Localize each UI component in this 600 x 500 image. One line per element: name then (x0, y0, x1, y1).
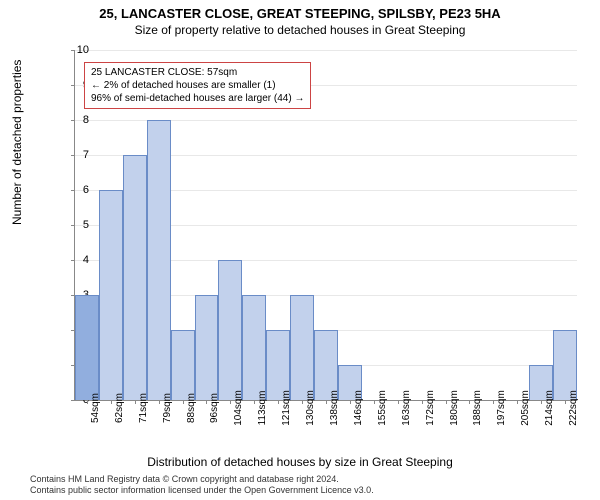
xtick-mark (493, 400, 494, 404)
xtick-mark (111, 400, 112, 404)
xtick-mark (469, 400, 470, 404)
gridline (75, 50, 577, 51)
xtick-mark (206, 400, 207, 404)
xtick-mark (87, 400, 88, 404)
chart-container: 25, LANCASTER CLOSE, GREAT STEEPING, SPI… (0, 0, 600, 500)
annotation-line-3: 96% of semi-detached houses are larger (… (91, 92, 304, 105)
xtick-mark (374, 400, 375, 404)
xtick-mark (541, 400, 542, 404)
bar (75, 295, 99, 400)
x-axis-label: Distribution of detached houses by size … (0, 455, 600, 469)
bar (290, 295, 314, 400)
xtick-mark (422, 400, 423, 404)
xtick-mark (135, 400, 136, 404)
bar (242, 295, 266, 400)
bar (123, 155, 147, 400)
xtick-label: 197sqm (496, 390, 507, 426)
bar (99, 190, 123, 400)
chart-title-main: 25, LANCASTER CLOSE, GREAT STEEPING, SPI… (0, 0, 600, 21)
footer-line-2: Contains public sector information licen… (30, 485, 374, 496)
xtick-mark (254, 400, 255, 404)
xtick-label: 172sqm (425, 390, 436, 426)
ytick-label: 4 (69, 254, 89, 266)
xtick-mark (278, 400, 279, 404)
annotation-line-1: 25 LANCASTER CLOSE: 57sqm (91, 66, 304, 79)
y-axis-label: Number of detached properties (10, 60, 24, 225)
xtick-mark (326, 400, 327, 404)
chart-title-sub: Size of property relative to detached ho… (0, 21, 600, 37)
bar (171, 330, 195, 400)
xtick-label: 146sqm (353, 390, 364, 426)
ytick-label: 10 (69, 44, 89, 56)
ytick-label: 7 (69, 149, 89, 161)
xtick-label: 155sqm (377, 390, 388, 426)
footer-line-1: Contains HM Land Registry data © Crown c… (30, 474, 374, 485)
xtick-label: 188sqm (472, 390, 483, 426)
footer-attribution: Contains HM Land Registry data © Crown c… (30, 474, 374, 496)
ytick-label: 6 (69, 184, 89, 196)
bar (147, 120, 171, 400)
xtick-label: 180sqm (449, 390, 460, 426)
xtick-label: 163sqm (401, 390, 412, 426)
ytick-label: 5 (69, 219, 89, 231)
xtick-mark (517, 400, 518, 404)
xtick-label: 222sqm (568, 390, 579, 426)
xtick-mark (565, 400, 566, 404)
xtick-mark (446, 400, 447, 404)
xtick-mark (159, 400, 160, 404)
xtick-mark (350, 400, 351, 404)
bar (195, 295, 219, 400)
xtick-mark (183, 400, 184, 404)
annotation-line-2: ← 2% of detached houses are smaller (1) (91, 79, 304, 92)
xtick-mark (302, 400, 303, 404)
xtick-mark (398, 400, 399, 404)
annotation-box: 25 LANCASTER CLOSE: 57sqm ← 2% of detach… (84, 62, 311, 109)
bar (218, 260, 242, 400)
ytick-label: 8 (69, 114, 89, 126)
xtick-mark (230, 400, 231, 404)
